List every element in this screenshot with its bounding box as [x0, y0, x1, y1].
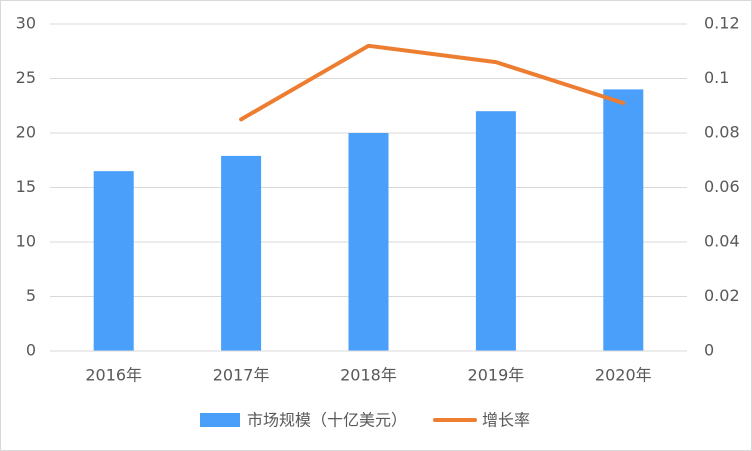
x-tick-label: 2016年 — [85, 366, 142, 385]
y2-tick-label: 0.12 — [704, 14, 740, 33]
y2-tick-label: 0.02 — [704, 286, 740, 305]
y2-tick-label: 0.08 — [704, 123, 740, 142]
y-tick-label: 0 — [26, 341, 36, 360]
y2-tick-label: 0.04 — [704, 232, 740, 251]
x-tick-label: 2020年 — [595, 366, 652, 385]
x-tick-label: 2017年 — [213, 366, 270, 385]
y2-tick-label: 0 — [704, 341, 714, 360]
y-tick-label: 20 — [16, 123, 36, 142]
legend-label: 增长率 — [482, 411, 530, 430]
legend-label: 市场规模（十亿美元） — [247, 411, 407, 430]
bar — [348, 133, 389, 351]
legend-swatch — [200, 413, 240, 427]
y-tick-label: 10 — [16, 232, 36, 251]
y2-tick-label: 0.06 — [704, 177, 740, 196]
x-tick-label: 2019年 — [468, 366, 525, 385]
x-tick-label: 2018年 — [340, 366, 397, 385]
bar — [221, 155, 262, 351]
bar — [475, 111, 516, 351]
y-tick-label: 15 — [16, 177, 36, 196]
bar — [93, 171, 134, 351]
bar — [603, 89, 644, 352]
y2-tick-label: 0.1 — [704, 68, 729, 87]
y-tick-label: 30 — [16, 14, 36, 33]
y-tick-label: 25 — [16, 68, 36, 87]
y-tick-label: 5 — [26, 286, 36, 305]
line — [239, 43, 626, 122]
